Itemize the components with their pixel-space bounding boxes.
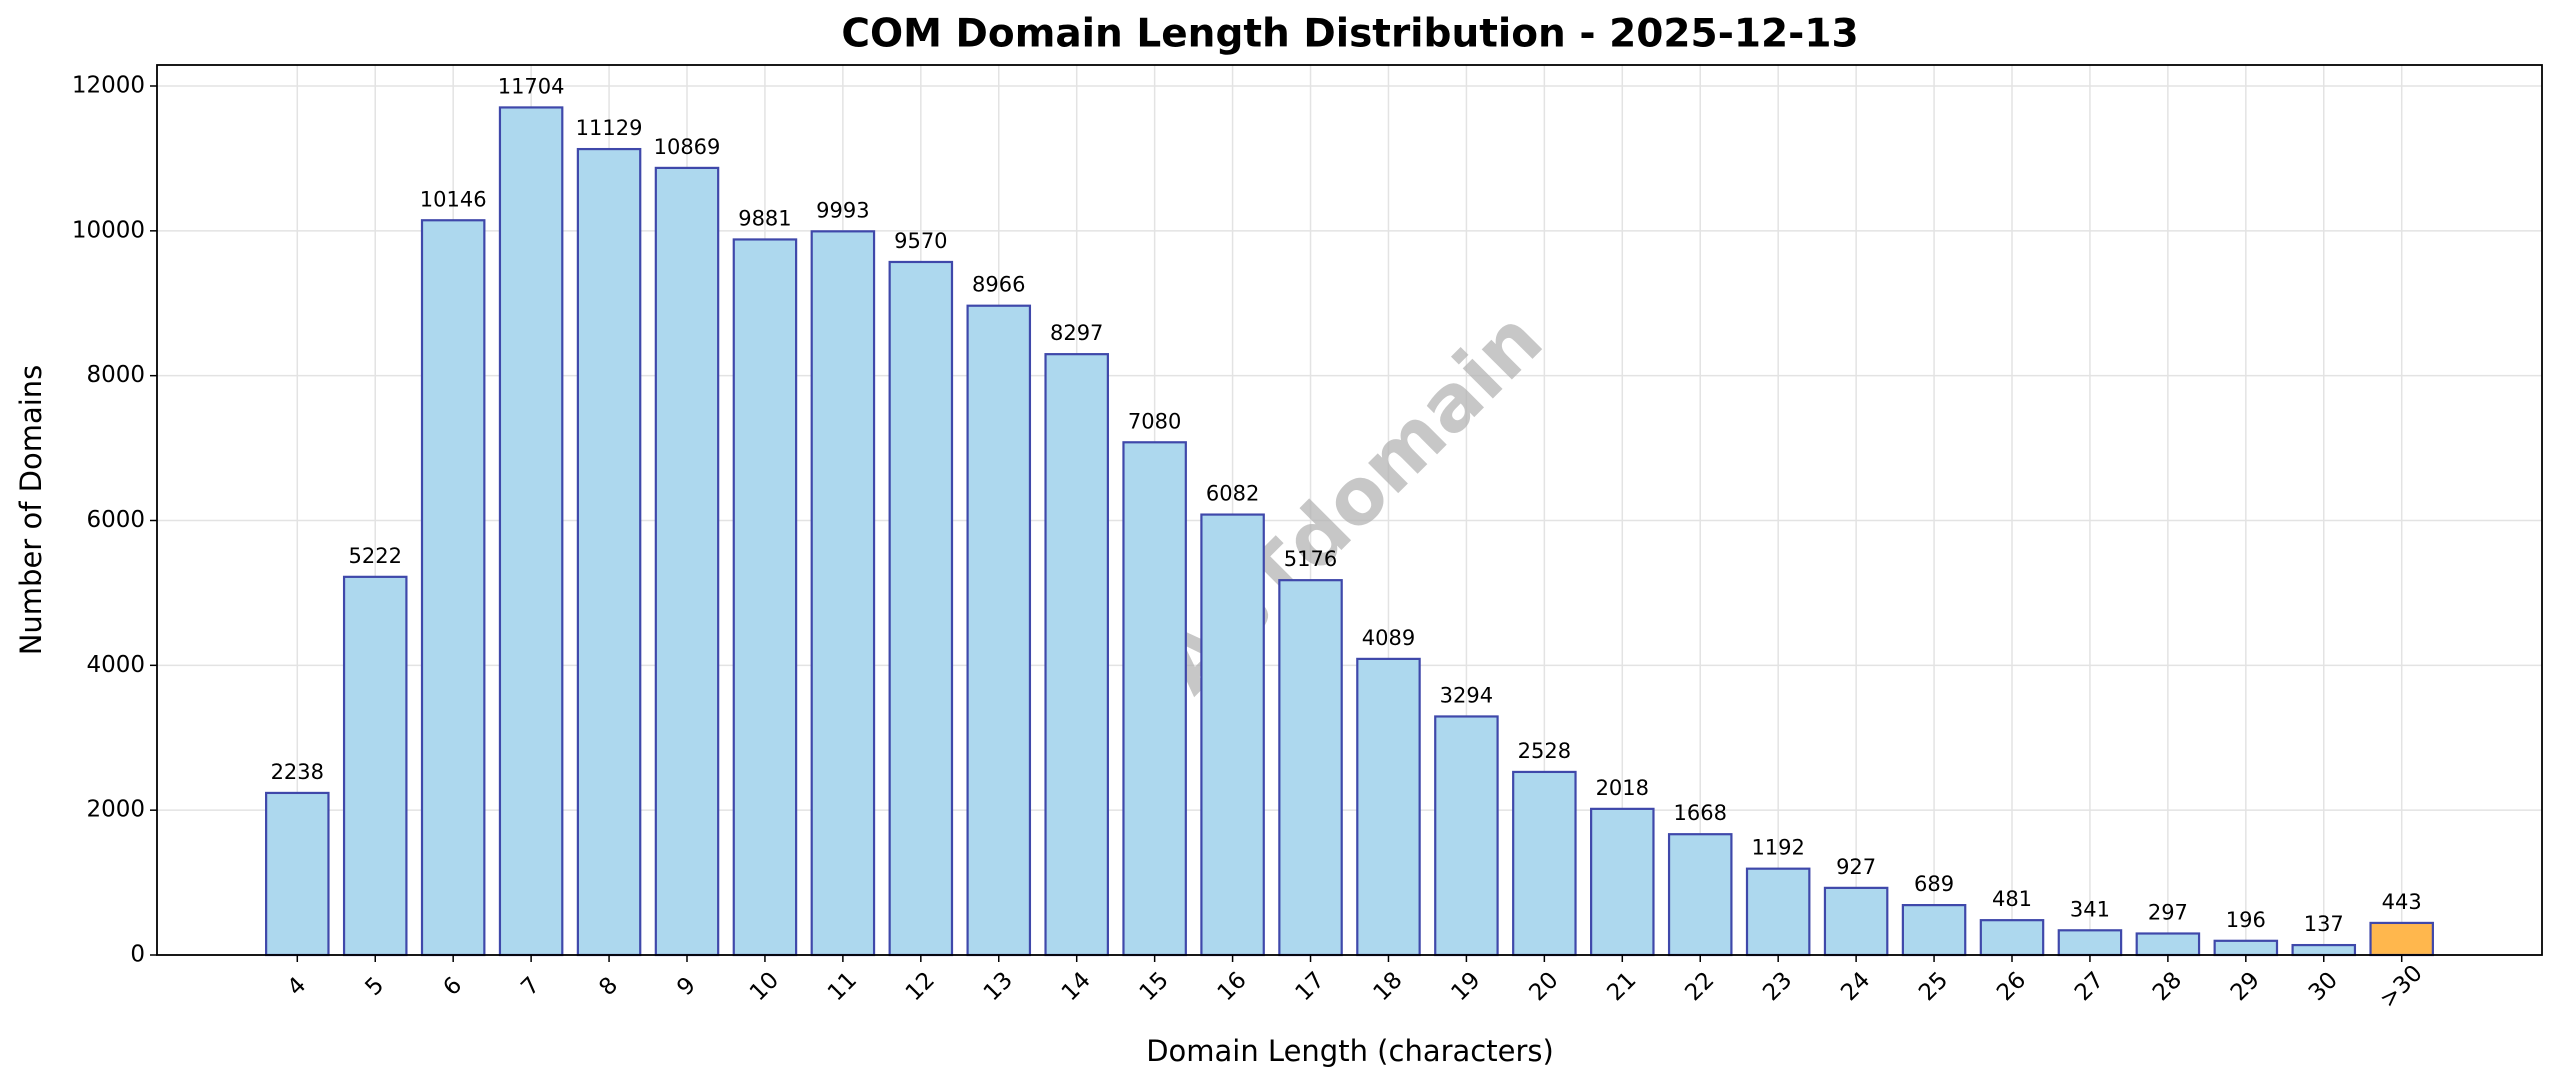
y-tick-label: 8000 [86,362,145,388]
x-tick-label: 10 [745,967,784,1006]
x-tick-label: 23 [1758,967,1797,1006]
value-label: 443 [2382,890,2422,914]
x-tick-label: 16 [1213,967,1252,1006]
bar [1434,715,1499,957]
chart-title: COM Domain Length Distribution - 2025-12… [841,12,1858,57]
value-label: 2018 [1596,776,1649,800]
x-tick-label: 15 [1135,967,1174,1006]
bar [888,260,954,957]
value-label: 8966 [972,273,1025,297]
bar [1901,904,1967,957]
x-tick-label: 26 [1992,967,2031,1006]
value-label: 481 [1992,887,2032,911]
x-tick-label: 4 [283,972,312,1001]
x-tick-label: 11 [823,967,862,1006]
bar [1044,353,1109,957]
bar [498,106,564,957]
value-label: 927 [1836,855,1876,879]
bar [1122,441,1187,957]
bar [1512,770,1577,957]
x-tick-label: 25 [1914,967,1953,1006]
x-tick-label: 22 [1680,967,1719,1006]
value-label: 689 [1914,872,1954,896]
y-tick-label: 10000 [72,217,145,243]
x-tick-label: 8 [594,972,623,1001]
x-tick-label: 21 [1602,967,1641,1006]
value-label: 5176 [1284,547,1337,571]
bar [2369,921,2434,957]
x-tick-label: 17 [1291,967,1330,1006]
value-label: 11704 [498,74,565,98]
bar [1823,886,1889,957]
bar [1278,579,1343,957]
y-tick-label: 0 [130,942,145,968]
value-label: 341 [2070,897,2110,921]
bar [2135,932,2201,957]
bar [1667,833,1733,957]
value-label: 10146 [420,187,487,211]
value-label: 196 [2226,908,2266,932]
x-tick-label: 9 [672,972,701,1001]
value-label: 9570 [894,229,947,253]
value-label: 3294 [1440,683,1493,707]
value-label: 4089 [1362,626,1415,650]
bar [420,219,486,957]
bar [2057,929,2123,957]
bar [342,575,408,957]
bar [265,791,330,957]
bar [1356,657,1421,957]
y-tick-label: 2000 [86,797,145,823]
bar [1200,513,1265,957]
value-label: 10869 [654,135,721,159]
value-label: 11129 [576,116,643,140]
bar [654,166,720,957]
bar [1745,867,1811,957]
bar [2213,939,2279,957]
x-tick-label: 18 [1369,967,1408,1006]
bar [810,230,876,957]
value-label: 297 [2148,900,2188,924]
bar [732,238,798,957]
x-tick-label: 13 [979,967,1018,1006]
x-tick-label: 20 [1524,967,1563,1006]
bar [576,147,642,957]
value-label: 6082 [1206,482,1259,506]
x-tick-label: 5 [361,972,390,1001]
y-tick-label: 12000 [72,73,145,99]
value-label: 9881 [738,206,791,230]
x-tick-label: 24 [1836,967,1875,1006]
value-label: 2528 [1518,739,1571,763]
value-label: 8297 [1050,321,1103,345]
value-label: 9993 [816,198,869,222]
x-tick-label: 27 [2070,967,2109,1006]
x-tick-label: 28 [2148,967,2187,1006]
x-tick-label: 6 [438,972,467,1001]
y-tick-label: 4000 [86,652,145,678]
value-label: 2238 [271,760,324,784]
x-tick-label: 14 [1057,967,1096,1006]
x-tick-label: 7 [516,972,545,1001]
y-axis-label: Number of Domains [14,365,48,656]
plot-frame [156,64,2543,956]
x-axis-label: Domain Length (characters) [1146,1034,1554,1068]
value-label: 5222 [349,544,402,568]
value-label: 7080 [1128,409,1181,433]
bar [966,304,1032,957]
x-tick-label: 30 [2304,967,2343,1006]
x-tick-label: 29 [2226,967,2265,1006]
value-label: 1192 [1751,836,1804,860]
bar [2291,943,2357,957]
value-label: 1668 [1674,801,1727,825]
x-tick-label: 12 [901,967,940,1006]
value-label: 137 [2304,912,2344,936]
y-tick-label: 6000 [86,507,145,533]
bar [1979,919,2045,957]
bar [1590,807,1655,957]
x-tick-label: >30 [2375,960,2428,1013]
x-tick-label: 19 [1447,967,1486,1006]
